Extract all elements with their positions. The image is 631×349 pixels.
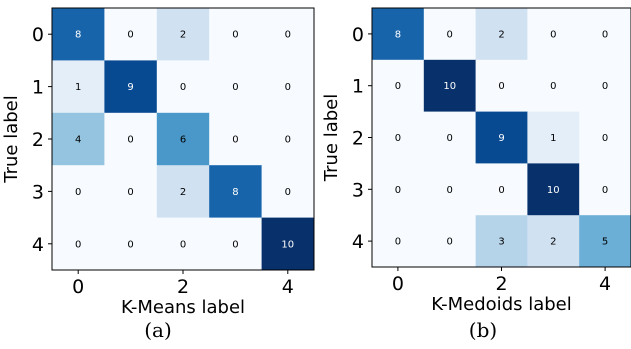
x-tick-label: 2	[177, 276, 189, 298]
cell-value-label: 0	[395, 185, 401, 196]
cell-value-label: 0	[602, 133, 608, 144]
cell-value-label: 0	[75, 239, 81, 250]
y-tick-label: 4	[352, 231, 364, 253]
cell-value-label: 4	[75, 135, 81, 146]
y-tick-label: 2	[32, 129, 44, 151]
cell-value-label: 10	[547, 185, 560, 196]
x-axis-label: K-Means label	[121, 297, 245, 318]
y-tick-label: 0	[32, 24, 44, 46]
cell-value-label: 0	[232, 239, 238, 250]
cell-value-label: 5	[602, 237, 608, 248]
x-axis-label: K-Medoids label	[431, 294, 572, 315]
cell-value-label: 0	[602, 81, 608, 92]
cell-value-label: 8	[75, 30, 81, 41]
y-tick-label: 4	[32, 234, 44, 256]
cell-value-label: 2	[180, 30, 186, 41]
cell-value-label: 0	[447, 237, 453, 248]
cell-value-label: 2	[498, 29, 504, 40]
cell-value-label: 0	[180, 82, 186, 93]
x-tick-label: 4	[599, 273, 611, 295]
cell-value-label: 0	[232, 30, 238, 41]
cell-value-label: 2	[550, 237, 556, 248]
cell-value-label: 0	[127, 187, 133, 198]
cell-value-label: 0	[447, 29, 453, 40]
cell-value-label: 0	[447, 133, 453, 144]
cell-value-label: 2	[180, 187, 186, 198]
cell-value-label: 6	[180, 135, 186, 146]
cell-value-label: 1	[75, 82, 81, 93]
caption-a: (a)	[128, 318, 188, 342]
cell-value-label: 1	[550, 133, 556, 144]
cell-value-label: 0	[550, 29, 556, 40]
x-tick-label: 4	[282, 276, 294, 298]
y-axis-label: True label	[1, 95, 22, 184]
cell-value-label: 0	[232, 135, 238, 146]
cell-value-label: 0	[285, 187, 291, 198]
cell-value-label: 0	[550, 81, 556, 92]
cell-value-label: 0	[232, 82, 238, 93]
cell-value-label: 8	[232, 187, 238, 198]
cell-value-label: 0	[395, 133, 401, 144]
cell-value-label: 0	[395, 81, 401, 92]
cell-value-label: 0	[395, 237, 401, 248]
y-tick-label: 3	[352, 179, 364, 201]
cell-value-label: 0	[285, 135, 291, 146]
cell-value-label: 0	[602, 29, 608, 40]
y-tick-label: 3	[32, 181, 44, 203]
y-tick-label: 2	[352, 128, 364, 150]
cell-value-label: 0	[285, 30, 291, 41]
y-tick-label: 1	[32, 77, 44, 99]
cell-value-label: 0	[75, 187, 81, 198]
cell-value-label: 0	[127, 135, 133, 146]
cell-value-label: 3	[498, 237, 504, 248]
cell-value-label: 0	[127, 30, 133, 41]
x-tick-label: 0	[392, 273, 404, 295]
cell-value-label: 10	[443, 81, 456, 92]
cell-value-label: 0	[447, 185, 453, 196]
cell-value-label: 9	[498, 133, 504, 144]
cell-value-label: 10	[281, 239, 294, 250]
y-tick-label: 1	[352, 76, 364, 98]
cell-value-label: 0	[127, 239, 133, 250]
caption-b: (b)	[453, 318, 513, 342]
cell-value-label: 0	[498, 81, 504, 92]
x-tick-label: 0	[72, 276, 84, 298]
cell-value-label: 9	[127, 82, 133, 93]
y-tick-label: 0	[352, 24, 364, 46]
heatmap-panel-0: 8 0 2 0 0 1 9 0 0 0 4 0 6 0 0 0 0 2 8 0 0 0 0 0 10 0 1 2 3 4 0 2 4 K-Mean…	[1, 8, 315, 318]
cell-value-label: 0	[602, 185, 608, 196]
y-axis-label: True label	[321, 94, 342, 183]
cell-value-label: 0	[180, 239, 186, 250]
cell-value-label: 8	[395, 29, 401, 40]
cell-value-label: 0	[498, 185, 504, 196]
cell-value-label: 0	[285, 82, 291, 93]
x-tick-label: 2	[495, 273, 507, 295]
